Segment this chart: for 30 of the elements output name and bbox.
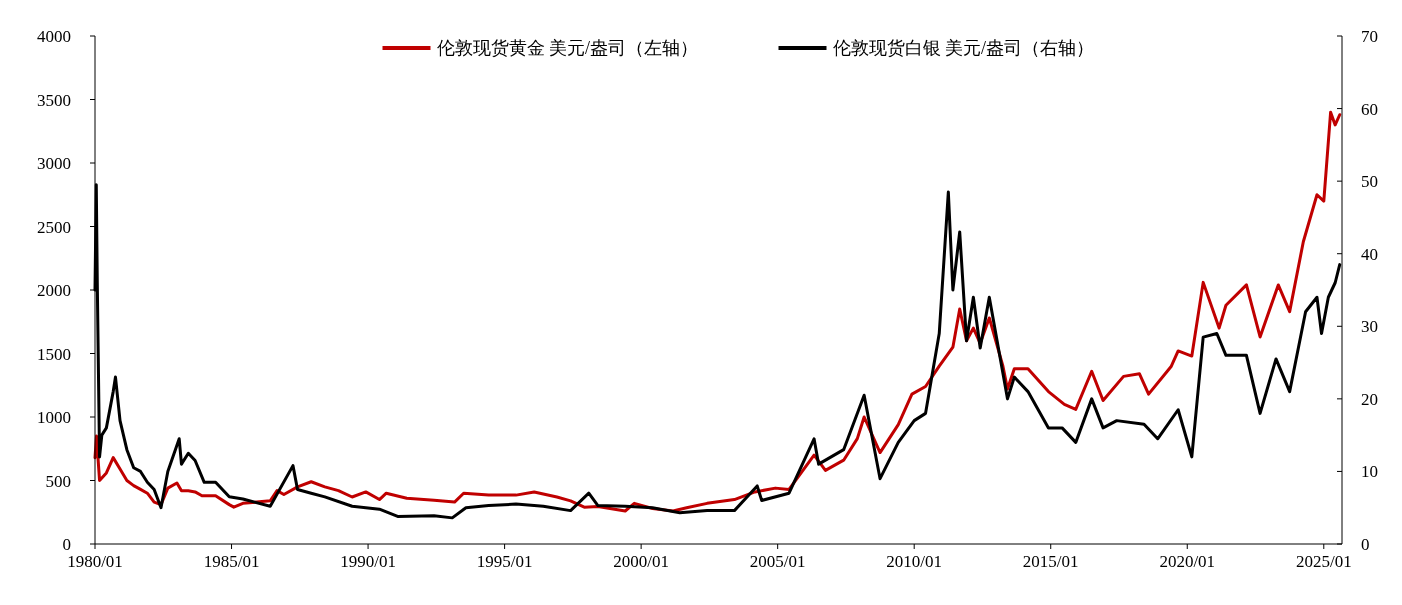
- y2-tick-label: 50: [1361, 172, 1378, 192]
- x-tick-label: 2015/01: [1022, 552, 1079, 571]
- legend-label: 伦敦现货黄金 美元/盎司（左轴）: [436, 38, 699, 58]
- y2-tick-label: 10: [1361, 462, 1378, 482]
- x-tick-label: 2025/01: [1295, 552, 1352, 571]
- y-tick-label: 3500: [37, 90, 71, 110]
- y2-tick-label: 70: [1361, 27, 1378, 46]
- y-tick-label: 0: [62, 535, 71, 554]
- y-tick-label: 4000: [37, 27, 71, 46]
- x-tick-label: 2010/01: [886, 552, 943, 571]
- y2-tick-label: 0: [1361, 535, 1370, 554]
- y-tick-label: 3000: [37, 154, 71, 173]
- x-tick-label: 1990/01: [340, 552, 396, 571]
- y2-tick-label: 60: [1361, 99, 1378, 119]
- y-tick-label: 1500: [37, 344, 71, 364]
- y-tick-label: 2500: [37, 217, 71, 237]
- y-tick-label: 2000: [37, 281, 71, 300]
- y2-tick-label: 30: [1361, 317, 1378, 337]
- line-series: [93, 110, 1342, 513]
- x-tick-label: 2005/01: [749, 552, 806, 571]
- y2-tick-label: 40: [1361, 244, 1378, 264]
- x-tick-label: 1980/01: [67, 552, 123, 571]
- y2-tick-label: 20: [1361, 389, 1378, 409]
- legend-label: 伦敦现货白银 美元/盎司（右轴）: [832, 38, 1095, 58]
- x-tick-label: 1985/01: [203, 552, 260, 571]
- x-tick-label: 2020/01: [1159, 552, 1216, 571]
- y-tick-label: 1000: [37, 408, 71, 427]
- x-tick-label: 2000/01: [613, 552, 669, 571]
- x-tick-label: 1995/01: [476, 552, 533, 571]
- y-tick-label: 500: [45, 471, 71, 491]
